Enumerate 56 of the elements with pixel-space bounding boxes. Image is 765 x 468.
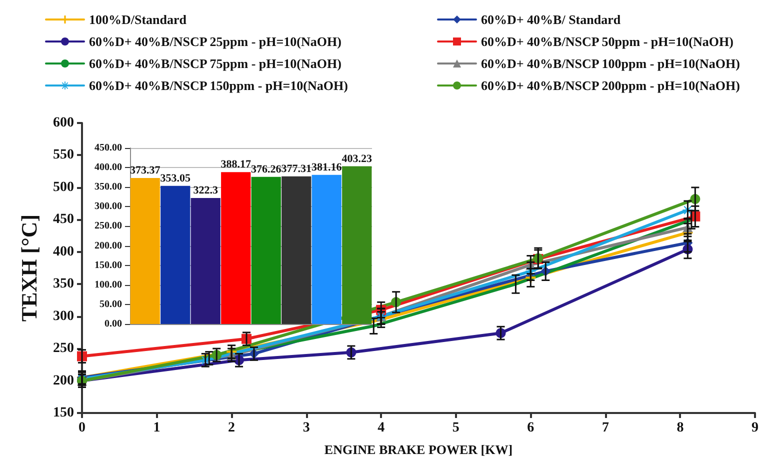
legend-label: 60%D+ 40%B/NSCP 50ppm - pH=10(NaOH) xyxy=(481,34,734,49)
bar xyxy=(342,166,372,324)
data-label: 322.3 xyxy=(193,184,218,196)
legend-label: 60%D+ 40%B/NSCP 100ppm - pH=10(NaOH) xyxy=(481,56,740,71)
x-tick-label: 1 xyxy=(153,420,160,436)
y-tick-label: 300.00 xyxy=(94,201,122,212)
bar xyxy=(251,176,281,324)
bar xyxy=(221,172,251,324)
legend-label: 60%D+ 40%B/NSCP 150ppm - pH=10(NaOH) xyxy=(89,78,348,93)
x-tick-label: 2 xyxy=(228,420,236,436)
y-tick-label: 350.00 xyxy=(94,182,122,193)
y-tick-label: 550 xyxy=(53,148,74,163)
x-tick-label: 3 xyxy=(302,420,310,436)
data-label: 376.26 xyxy=(251,163,282,176)
x-tick-label: 8 xyxy=(676,420,684,436)
legend-label: 60%D+ 40%B/NSCP 200ppm - pH=10(NaOH) xyxy=(481,78,740,93)
data-label: 403.23 xyxy=(342,152,372,165)
y-tick-label: 150 xyxy=(53,406,74,420)
y-tick-label: 450.00 xyxy=(94,142,122,154)
x-axis-title: ENGINE BRAKE POWER [KW] xyxy=(324,442,513,457)
y-tick-label: 300 xyxy=(53,308,74,324)
data-label: 381.16 xyxy=(312,161,342,174)
y-tick-label: 250.00 xyxy=(94,220,122,232)
legend-label: 60%D+ 40%B/ Standard xyxy=(481,12,622,27)
y-tick-label: 600 xyxy=(53,116,74,130)
legend-label: 60%D+ 40%B/NSCP 75ppm - pH=10(NaOH) xyxy=(89,56,342,71)
y-tick-label: 150.00 xyxy=(94,260,122,271)
y-tick-label: 400 xyxy=(53,244,74,260)
x-tick-label: 4 xyxy=(378,420,385,436)
y-tick-label: 500 xyxy=(53,180,74,195)
bar xyxy=(312,174,342,324)
y-tick-label: 200 xyxy=(53,373,74,388)
y-tick-label: 400.00 xyxy=(94,162,122,174)
y-tick-label: 100.00 xyxy=(94,279,122,290)
x-tick-label: 0 xyxy=(78,420,86,436)
data-label: 377.31 xyxy=(281,162,312,175)
y-tick-label: 350 xyxy=(53,276,74,292)
y-tick-label: 200.00 xyxy=(94,240,122,252)
x-tick-label: 5 xyxy=(452,420,460,436)
data-label: 353.05 xyxy=(160,172,191,184)
bar xyxy=(130,178,160,324)
x-tick-label: 6 xyxy=(527,420,534,436)
bar xyxy=(282,176,312,324)
x-tick-label: 9 xyxy=(752,420,758,436)
y-tick-label: 50.00 xyxy=(100,298,122,310)
legend-label: 60%D+ 40%B/NSCP 25ppm - pH=10(NaOH) xyxy=(89,34,342,49)
bar xyxy=(190,198,220,324)
x-tick-label: 7 xyxy=(602,420,609,436)
bar xyxy=(160,186,190,324)
y-tick-label: 0.00 xyxy=(104,318,122,330)
data-label: 373.37 xyxy=(130,164,161,176)
y-axis-title: TEXH [°C] xyxy=(16,214,42,322)
y-tick-label: 450 xyxy=(53,212,74,228)
y-tick-label: 250 xyxy=(53,341,74,356)
data-label: 388.17 xyxy=(220,158,252,171)
legend-label: 100%D/Standard xyxy=(89,12,188,27)
